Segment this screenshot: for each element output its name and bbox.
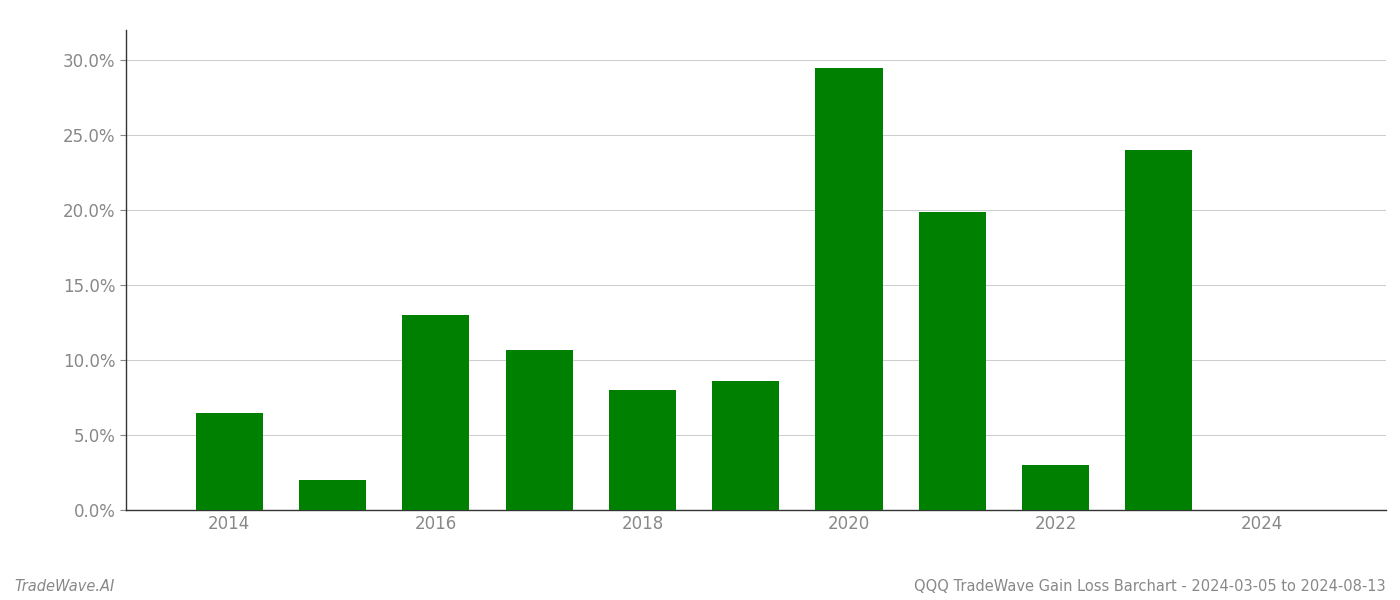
Bar	[1022, 465, 1089, 510]
Bar	[196, 413, 263, 510]
Bar	[402, 315, 469, 510]
Bar	[1126, 150, 1193, 510]
Bar	[815, 67, 882, 510]
Bar	[609, 390, 676, 510]
Text: QQQ TradeWave Gain Loss Barchart - 2024-03-05 to 2024-08-13: QQQ TradeWave Gain Loss Barchart - 2024-…	[914, 579, 1386, 594]
Bar	[713, 381, 780, 510]
Bar	[505, 349, 573, 510]
Bar	[300, 480, 367, 510]
Bar	[918, 211, 986, 510]
Text: TradeWave.AI: TradeWave.AI	[14, 579, 115, 594]
